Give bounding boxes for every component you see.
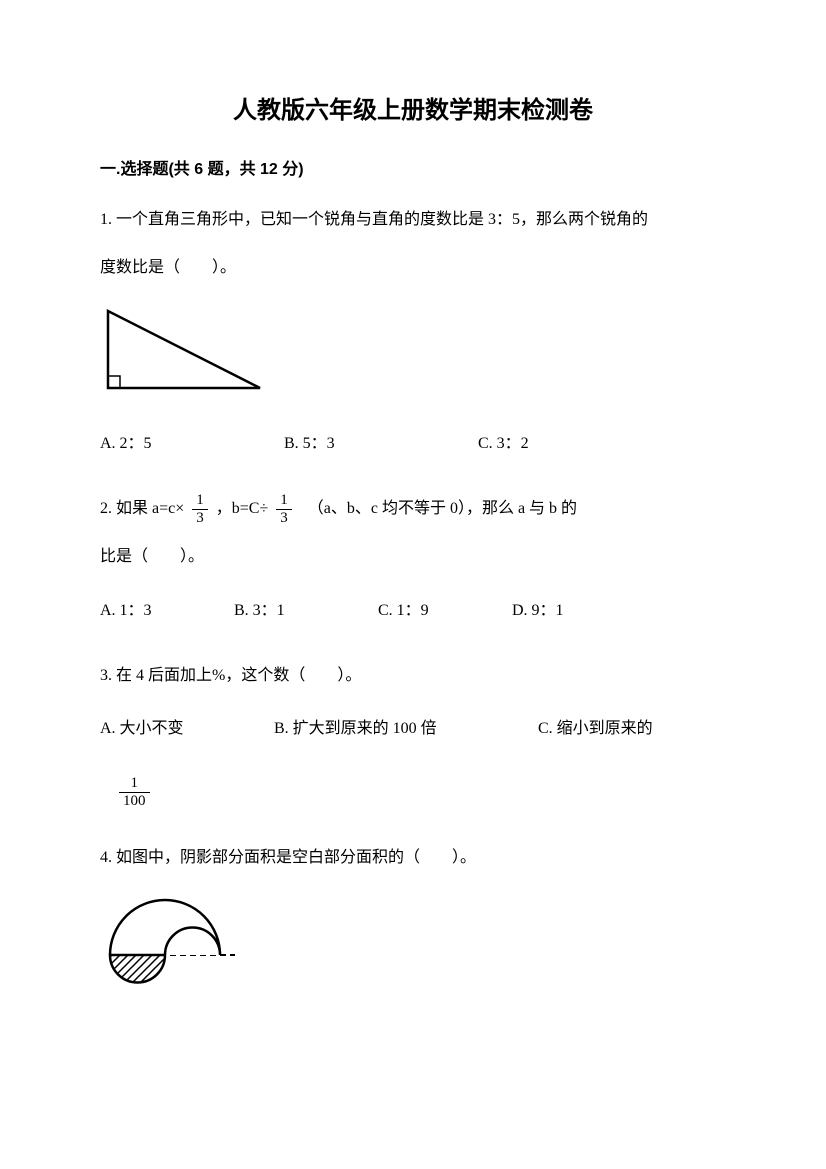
q3-options: A. 大小不变 B. 扩大到原来的 100 倍 C. 缩小到原来的: [100, 713, 726, 745]
exam-title: 人教版六年级上册数学期末检测卷: [100, 90, 726, 125]
shape-svg: [100, 895, 250, 1015]
q1-option-a: A. 2：5: [100, 428, 280, 460]
q3-option-c: C. 缩小到原来的: [538, 713, 653, 745]
q2-frac1-num: 1: [192, 492, 208, 510]
q4-text: 4. 如图中，阴影部分面积是空白部分面积的（ ）。: [100, 839, 726, 877]
section-header: 一.选择题(共 6 题，共 12 分): [100, 155, 726, 179]
q2-option-a: A. 1：3: [100, 595, 230, 627]
question-2: 2. 如果 a=c× 1 3 ，b=C÷ 1 3 （a、b、c 均不等于 0），…: [100, 490, 726, 577]
q2-fraction-1: 1 3: [192, 492, 208, 526]
q2-part3: （a、b、c 均不等于 0），那么 a 与 b 的: [300, 490, 577, 528]
q2-option-b: B. 3：1: [234, 595, 374, 627]
q3-text: 3. 在 4 后面加上%，这个数（ ）。: [100, 657, 726, 695]
q2-frac1-den: 3: [192, 510, 208, 527]
q1-text-line2: 度数比是（ ）。: [100, 249, 726, 287]
question-4: 4. 如图中，阴影部分面积是空白部分面积的（ ）。: [100, 839, 726, 877]
q1-triangle-figure: [100, 306, 726, 403]
q2-part1: 2. 如果 a=c×: [100, 490, 184, 528]
q1-option-b: B. 5：3: [284, 428, 474, 460]
q2-option-d: D. 9：1: [512, 595, 564, 627]
q2-text: 2. 如果 a=c× 1 3 ，b=C÷ 1 3 （a、b、c 均不等于 0），…: [100, 490, 726, 529]
q3-frac-num: 1: [119, 775, 150, 793]
q2-fraction-2: 1 3: [276, 492, 292, 526]
q3-option-a: A. 大小不变: [100, 713, 270, 745]
q2-part2: ，b=C÷: [216, 490, 268, 528]
triangle-svg: [100, 306, 265, 398]
question-3: 3. 在 4 后面加上%，这个数（ ）。: [100, 657, 726, 695]
q3-option-b: B. 扩大到原来的 100 倍: [274, 713, 534, 745]
q1-option-c: C. 3：2: [478, 428, 529, 460]
q2-options: A. 1：3 B. 3：1 C. 1：9 D. 9：1: [100, 595, 726, 627]
q2-frac2-num: 1: [276, 492, 292, 510]
q2-option-c: C. 1：9: [378, 595, 508, 627]
q2-frac2-den: 3: [276, 510, 292, 527]
question-1: 1. 一个直角三角形中，已知一个锐角与直角的度数比是 3：5，那么两个锐角的 度…: [100, 201, 726, 288]
q3-frac-den: 100: [119, 793, 150, 810]
q3-fraction-standalone: 1 100: [115, 775, 726, 809]
q3-fraction: 1 100: [119, 775, 150, 809]
q4-shape-figure: [100, 895, 726, 1020]
q2-text-line2: 比是（ ）。: [100, 538, 726, 576]
q1-text-line1: 1. 一个直角三角形中，已知一个锐角与直角的度数比是 3：5，那么两个锐角的: [100, 201, 726, 239]
q1-options: A. 2：5 B. 5：3 C. 3：2: [100, 428, 726, 460]
